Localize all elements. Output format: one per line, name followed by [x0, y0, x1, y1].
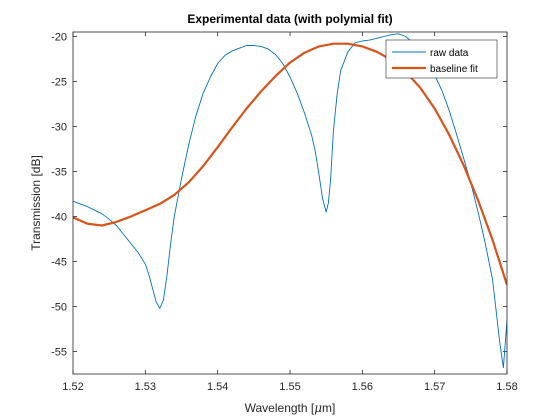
ticks-layer: 1.52 1.53 1.54 1.55 1.56 1.57 1.58 -20 -25 -30 -35… [51, 32, 518, 394]
y-tick-label: -25 [51, 77, 67, 89]
legend-label-raw-data: raw data [430, 48, 469, 59]
legend[interactable]: raw data baseline fit [385, 39, 498, 79]
y-tick-label: -30 [51, 122, 67, 134]
x-tick-label: 1.56 [352, 381, 373, 393]
axes-box [72, 31, 508, 375]
y-tick-label: -45 [51, 257, 67, 269]
x-tick-label: 1.58 [496, 381, 517, 393]
x-tick-label: 1.54 [207, 381, 228, 393]
x-tick-label: 1.52 [62, 381, 83, 393]
y-axis-label: Transmission [dB] [29, 155, 43, 251]
y-tick-label: -55 [51, 347, 67, 359]
y-tick-label: -40 [51, 212, 67, 224]
chart-title: Experimental data (with polymial fit) [187, 12, 392, 26]
y-tick-label: -50 [51, 302, 67, 314]
series-line-baseline-fit [73, 42, 507, 286]
x-tick-label: 1.57 [424, 381, 445, 393]
x-tick-label: 1.53 [135, 381, 156, 393]
axes-background [73, 32, 507, 374]
x-axis-label: Wavelength [μm] [245, 401, 336, 415]
y-tick-label: -20 [51, 32, 67, 44]
x-tick-label: 1.55 [279, 381, 300, 393]
legend-box [385, 39, 498, 79]
legend-label-baseline-fit: baseline fit [430, 64, 478, 75]
y-tick-label: -35 [51, 167, 67, 179]
